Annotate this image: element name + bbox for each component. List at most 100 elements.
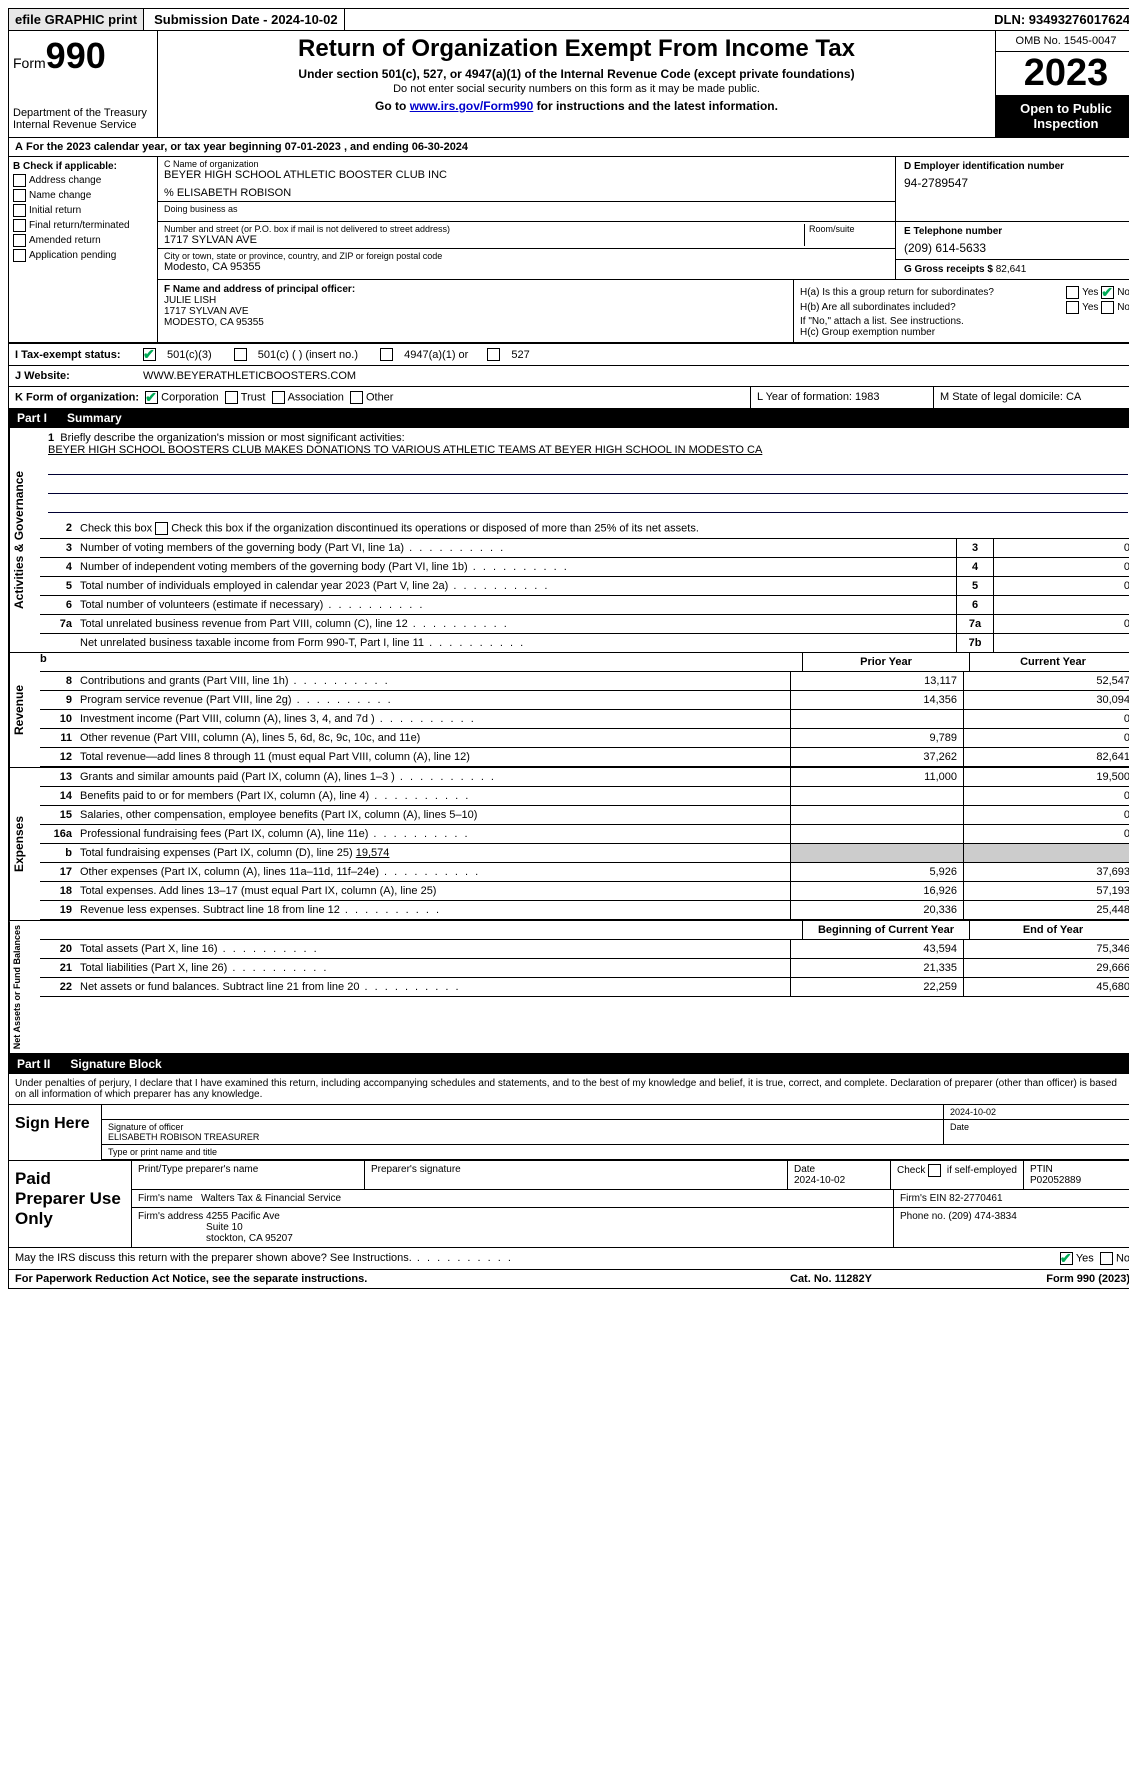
- line7a-val: 0: [993, 615, 1129, 633]
- discuss-yes[interactable]: [1060, 1252, 1073, 1265]
- line9-curr: 30,094: [963, 691, 1129, 709]
- dln: DLN: 93493276017624: [988, 9, 1129, 30]
- firm-ein: 82-2770461: [949, 1193, 1002, 1204]
- line22-eoy: 45,680: [963, 978, 1129, 996]
- sign-here-label: Sign Here: [9, 1105, 102, 1160]
- prior-year-hdr: Prior Year: [802, 653, 969, 671]
- line13-prior: 11,000: [790, 768, 963, 786]
- line6-val: [993, 596, 1129, 614]
- line21-boy: 21,335: [790, 959, 963, 977]
- line14-prior: [790, 787, 963, 805]
- chk-final-return[interactable]: Final return/terminated: [13, 219, 153, 232]
- line13: Grants and similar amounts paid (Part IX…: [78, 768, 790, 786]
- gross-receipts-label: G Gross receipts $: [904, 264, 993, 275]
- chk-527[interactable]: [487, 348, 500, 361]
- line10-curr: 0: [963, 710, 1129, 728]
- line8-curr: 52,547: [963, 672, 1129, 690]
- ha-no[interactable]: [1101, 286, 1114, 299]
- mission-text: BEYER HIGH SCHOOL BOOSTERS CLUB MAKES DO…: [48, 444, 762, 456]
- line10-prior: [790, 710, 963, 728]
- firm-name: Walters Tax & Financial Service: [201, 1193, 341, 1204]
- efile-print-button[interactable]: efile GRAPHIC print: [9, 9, 144, 30]
- line16a-curr: 0: [963, 825, 1129, 843]
- firm-phone: (209) 474-3834: [948, 1211, 1016, 1222]
- box-b-checkboxes: B Check if applicable: Address change Na…: [9, 157, 158, 342]
- line17-curr: 37,693: [963, 863, 1129, 881]
- line6: Total number of volunteers (estimate if …: [78, 596, 956, 614]
- line20-eoy: 75,346: [963, 940, 1129, 958]
- ha-label: H(a) Is this a group return for subordin…: [800, 287, 1066, 298]
- line21: Total liabilities (Part X, line 26): [78, 959, 790, 977]
- line12-prior: 37,262: [790, 748, 963, 766]
- chk-discontinued[interactable]: [155, 522, 168, 535]
- line9-prior: 14,356: [790, 691, 963, 709]
- line12-curr: 82,641: [963, 748, 1129, 766]
- date-label: Date: [944, 1120, 1129, 1144]
- line20: Total assets (Part X, line 16): [78, 940, 790, 958]
- line5: Total number of individuals employed in …: [78, 577, 956, 595]
- hc-label: H(c) Group exemption number: [800, 327, 1129, 338]
- hb-yes[interactable]: [1066, 301, 1079, 314]
- chk-amended-return[interactable]: Amended return: [13, 234, 153, 247]
- firm-address: 4255 Pacific Ave Suite 10 stockton, CA 9…: [206, 1211, 293, 1244]
- line15-curr: 0: [963, 806, 1129, 824]
- line8-prior: 13,117: [790, 672, 963, 690]
- discuss-no[interactable]: [1100, 1252, 1113, 1265]
- line19: Revenue less expenses. Subtract line 18 …: [78, 901, 790, 919]
- line10: Investment income (Part VIII, column (A)…: [78, 710, 790, 728]
- line15: Salaries, other compensation, employee b…: [78, 806, 790, 824]
- line22: Net assets or fund balances. Subtract li…: [78, 978, 790, 996]
- street-label: Number and street (or P.O. box if mail i…: [164, 224, 804, 234]
- gross-receipts: 82,641: [996, 264, 1027, 275]
- line20-boy: 43,594: [790, 940, 963, 958]
- line19-prior: 20,336: [790, 901, 963, 919]
- prep-sig-label: Preparer's signature: [365, 1161, 788, 1189]
- vtab-revenue: Revenue: [9, 653, 40, 767]
- perjury-declaration: Under penalties of perjury, I declare th…: [9, 1074, 1129, 1105]
- chk-trust[interactable]: [225, 391, 238, 404]
- phone: (209) 614-5633: [904, 241, 1128, 255]
- hb-label: H(b) Are all subordinates included?: [800, 302, 1066, 313]
- line2: Check this box Check this box if the org…: [78, 519, 1129, 538]
- chk-name-change[interactable]: Name change: [13, 189, 153, 202]
- chk-501c[interactable]: [234, 348, 247, 361]
- officer-street: 1717 SYLVAN AVE: [164, 306, 249, 317]
- boy-hdr: Beginning of Current Year: [802, 921, 969, 939]
- line11-prior: 9,789: [790, 729, 963, 747]
- line14: Benefits paid to or for members (Part IX…: [78, 787, 790, 805]
- chk-other[interactable]: [350, 391, 363, 404]
- vtab-governance: Activities & Governance: [9, 428, 40, 652]
- chk-corp[interactable]: [145, 391, 158, 404]
- hb-no[interactable]: [1101, 301, 1114, 314]
- line16b: Total fundraising expenses (Part IX, col…: [78, 844, 790, 862]
- line8: Contributions and grants (Part VIII, lin…: [78, 672, 790, 690]
- line19-curr: 25,448: [963, 901, 1129, 919]
- city: Modesto, CA 95355: [164, 261, 889, 273]
- line18-curr: 57,193: [963, 882, 1129, 900]
- line4-val: 0: [993, 558, 1129, 576]
- chk-501c3[interactable]: [143, 348, 156, 361]
- chk-4947[interactable]: [380, 348, 393, 361]
- state-domicile: M State of legal domicile: CA: [933, 387, 1129, 408]
- irs-link[interactable]: www.irs.gov/Form990: [410, 99, 534, 113]
- city-label: City or town, state or province, country…: [164, 251, 889, 261]
- row-a-tax-year: A For the 2023 calendar year, or tax yea…: [9, 138, 1129, 157]
- self-employed-check[interactable]: Check if self-employed: [891, 1161, 1024, 1189]
- chk-assoc[interactable]: [272, 391, 285, 404]
- chk-initial-return[interactable]: Initial return: [13, 204, 153, 217]
- ha-yes[interactable]: [1066, 286, 1079, 299]
- chk-application-pending[interactable]: Application pending: [13, 249, 153, 262]
- mission-q: Briefly describe the organization's miss…: [60, 432, 404, 444]
- room-label: Room/suite: [805, 224, 889, 246]
- open-to-public: Open to Public Inspection: [996, 95, 1129, 137]
- form-footer: Form 990 (2023): [970, 1273, 1129, 1285]
- top-toolbar: efile GRAPHIC print Submission Date - 20…: [8, 8, 1129, 31]
- prep-date: 2024-10-02: [794, 1175, 845, 1186]
- form-org-label: K Form of organization:: [15, 391, 139, 403]
- line17: Other expenses (Part IX, column (A), lin…: [78, 863, 790, 881]
- line7b: Net unrelated business taxable income fr…: [78, 634, 956, 652]
- chk-address-change[interactable]: Address change: [13, 174, 153, 187]
- form-number: Form990: [13, 35, 153, 77]
- eoy-hdr: End of Year: [969, 921, 1129, 939]
- vtab-expenses: Expenses: [9, 768, 40, 920]
